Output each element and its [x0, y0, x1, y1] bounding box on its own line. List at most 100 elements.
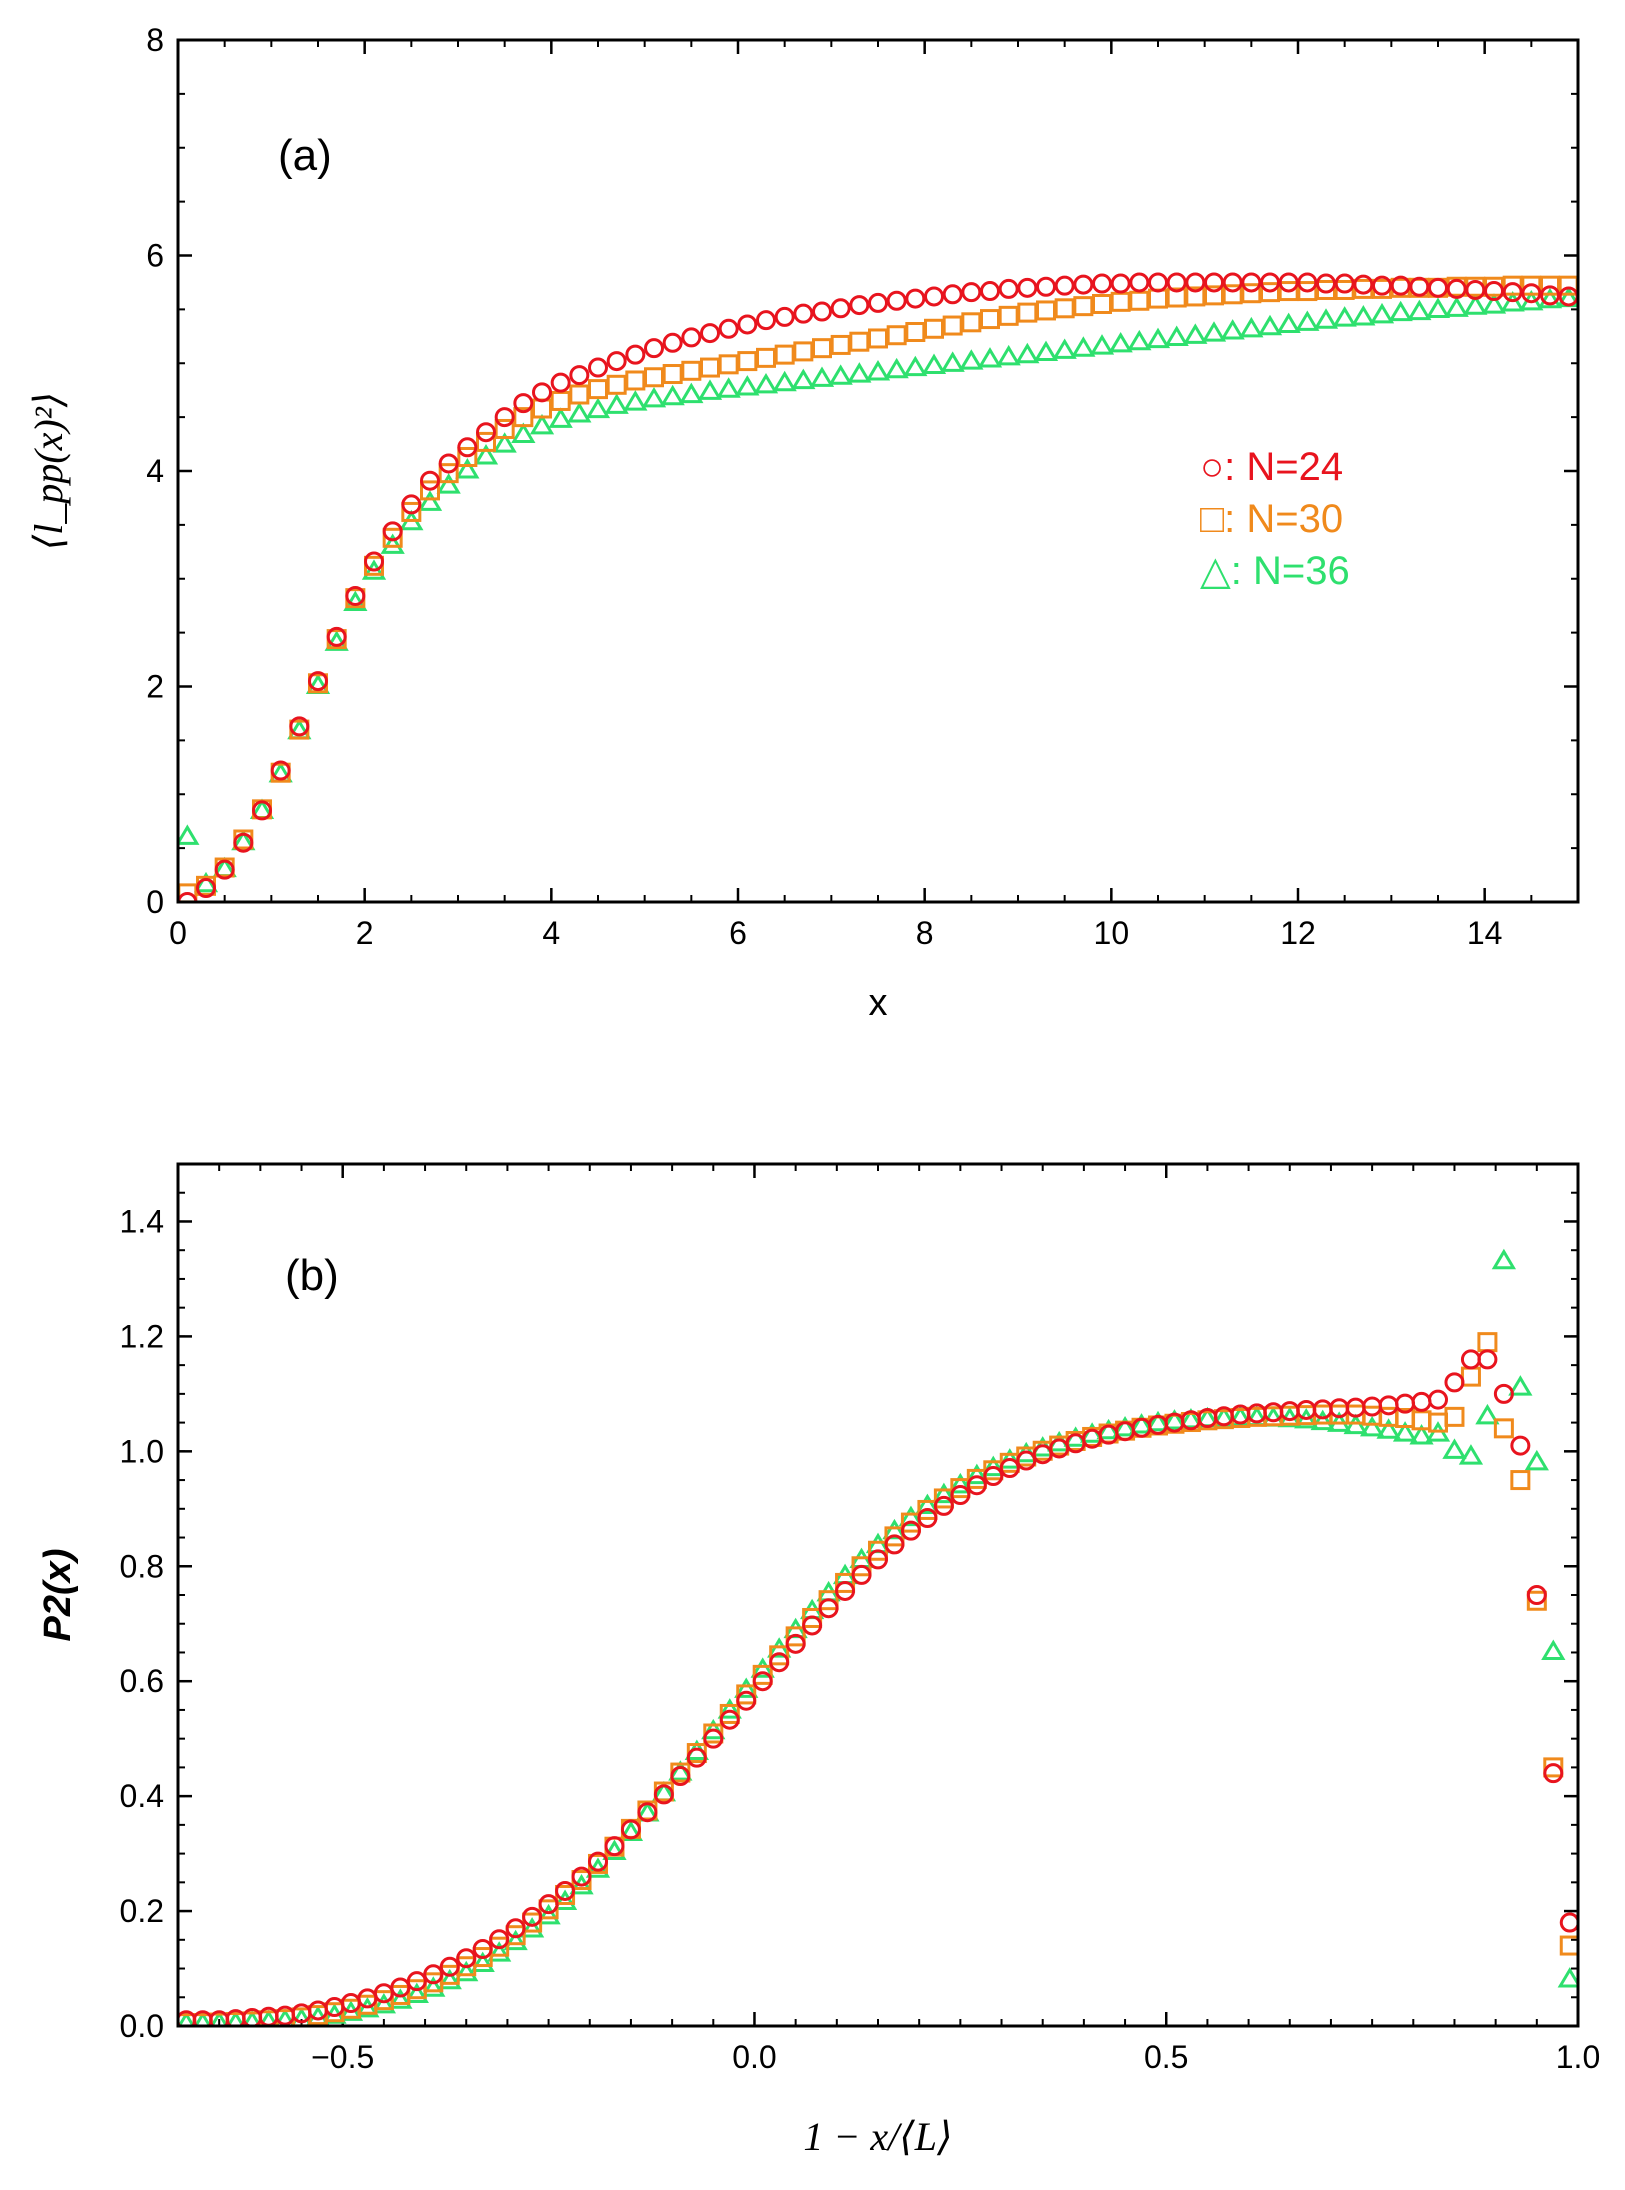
data-point-n36	[1500, 291, 1525, 312]
y-tick-label: 4	[146, 453, 164, 489]
data-point-n24	[178, 892, 198, 902]
data-point-n30	[756, 347, 776, 368]
panel-b-tick-labels: −0.5 0.0 0.5 1.0 0.0 0.2 0.4 0.6 0.8 1.0 1.2 1.4	[120, 1203, 1601, 2075]
data-point-n36	[1145, 1410, 1171, 1432]
data-point-n24	[662, 332, 683, 353]
data-point-n30	[736, 1684, 757, 1705]
data-point-n36	[1201, 321, 1227, 342]
data-point-n36	[1409, 1424, 1434, 1445]
data-point-n36	[455, 458, 480, 479]
data-point-n24	[644, 338, 664, 359]
data-point-n30	[662, 364, 683, 385]
data-point-n24	[835, 1580, 856, 1601]
data-point-n36	[809, 366, 835, 387]
data-point-n24	[364, 551, 384, 572]
data-point-n30	[849, 331, 870, 352]
data-point-n24	[457, 437, 478, 458]
data-point-n24	[1345, 1397, 1366, 1418]
data-point-n30	[476, 431, 496, 452]
data-point-n30	[802, 1607, 823, 1628]
data-point-n36	[1310, 1409, 1335, 1431]
data-point-n30	[1526, 1590, 1547, 1611]
data-point-n30	[961, 312, 982, 333]
data-point-n24	[1543, 1763, 1564, 1784]
data-point-n36	[1407, 299, 1432, 321]
data-point-n24	[830, 298, 851, 319]
data-point-n24	[818, 1598, 839, 1619]
data-point-n36	[1376, 1418, 1401, 1439]
data-point-n24	[420, 470, 440, 491]
panel-b-x-axis-label: 1 − x/⟨L⟩	[803, 2114, 952, 2159]
data-point-n24	[604, 1836, 625, 1857]
x-tick-label: 0	[169, 915, 187, 951]
data-point-n30	[1278, 281, 1299, 302]
data-point-n24	[1411, 1391, 1432, 1412]
data-point-n36	[772, 370, 797, 392]
data-point-n30	[382, 527, 403, 548]
data-point-n30	[886, 325, 907, 346]
data-point-n24	[670, 1766, 691, 1787]
data-point-n24	[1016, 1450, 1037, 1471]
data-point-n24	[606, 351, 627, 372]
data-point-n24	[924, 286, 944, 307]
panel-a: 0 2 4 6 8 10 12 14 0 2 4 6 8 (a) x ⟨l_pp(x)²⟩ ○: N=2…	[26, 22, 1580, 1024]
data-point-n24	[1316, 273, 1336, 294]
data-point-n36	[1112, 1415, 1138, 1437]
data-point-n36	[1444, 296, 1469, 317]
x-tick-label: 1.0	[1556, 2039, 1600, 2075]
data-point-n24	[966, 1475, 987, 1496]
x-tick-label: −0.5	[311, 2039, 374, 2075]
data-point-n36	[552, 1889, 578, 1910]
y-tick-label: 1.2	[120, 1318, 164, 1354]
data-point-n36	[1541, 1639, 1566, 1660]
data-point-n36	[1228, 1405, 1253, 1427]
data-point-n36	[290, 2007, 313, 2026]
data-point-n30	[700, 357, 720, 378]
x-tick-label: 10	[1094, 915, 1130, 951]
data-point-n36	[1481, 293, 1507, 314]
legend-entry-n36: △: N=36	[1200, 549, 1350, 593]
data-point-n36	[884, 357, 909, 379]
data-point-n30	[1241, 283, 1262, 304]
data-point-n24	[681, 327, 702, 348]
data-point-n30	[1334, 279, 1355, 300]
data-point-n36	[604, 393, 629, 414]
data-point-n24	[1222, 272, 1243, 293]
data-point-n24	[793, 303, 814, 324]
data-point-n30	[851, 1556, 872, 1577]
data-point-n30	[606, 374, 627, 395]
data-point-n24	[1540, 285, 1560, 306]
data-point-n30	[818, 1590, 839, 1611]
x-tick-label: 6	[729, 915, 747, 951]
data-point-n36	[210, 2010, 229, 2026]
panel-a-ticks	[176, 38, 1579, 904]
data-point-n36	[258, 2009, 279, 2026]
data-point-n36	[1071, 336, 1096, 357]
data-point-n36	[618, 1820, 644, 1841]
data-point-n30	[438, 463, 459, 484]
data-point-n36	[437, 1968, 462, 1990]
data-point-n24	[625, 344, 646, 365]
data-point-n36	[436, 473, 461, 494]
data-point-n24	[513, 393, 534, 414]
data-point-n24	[1428, 1389, 1448, 1410]
data-point-n24	[550, 372, 571, 393]
data-point-n24	[1428, 277, 1448, 298]
data-point-n36	[1096, 1418, 1121, 1440]
data-point-n36	[355, 1996, 380, 2018]
panel-b-frame	[176, 1162, 1580, 2028]
data-point-n24	[1477, 1349, 1498, 1370]
data-point-n36	[1220, 319, 1245, 340]
data-point-n30	[1502, 275, 1523, 296]
data-point-n24	[456, 1948, 477, 1969]
panel-b-tag: (b)	[285, 1251, 339, 1300]
data-point-n24	[849, 295, 870, 316]
panel-a-tick-labels: 0 2 4 6 8 10 12 14 0 2 4 6 8	[146, 22, 1502, 951]
data-point-n24	[1460, 1349, 1481, 1370]
data-point-n24	[1036, 276, 1056, 297]
data-point-n36	[388, 1988, 413, 2009]
data-point-n36	[997, 1448, 1022, 1469]
data-point-n30	[1036, 300, 1056, 321]
data-point-n36	[753, 372, 779, 394]
data-point-n24	[868, 1549, 888, 1570]
